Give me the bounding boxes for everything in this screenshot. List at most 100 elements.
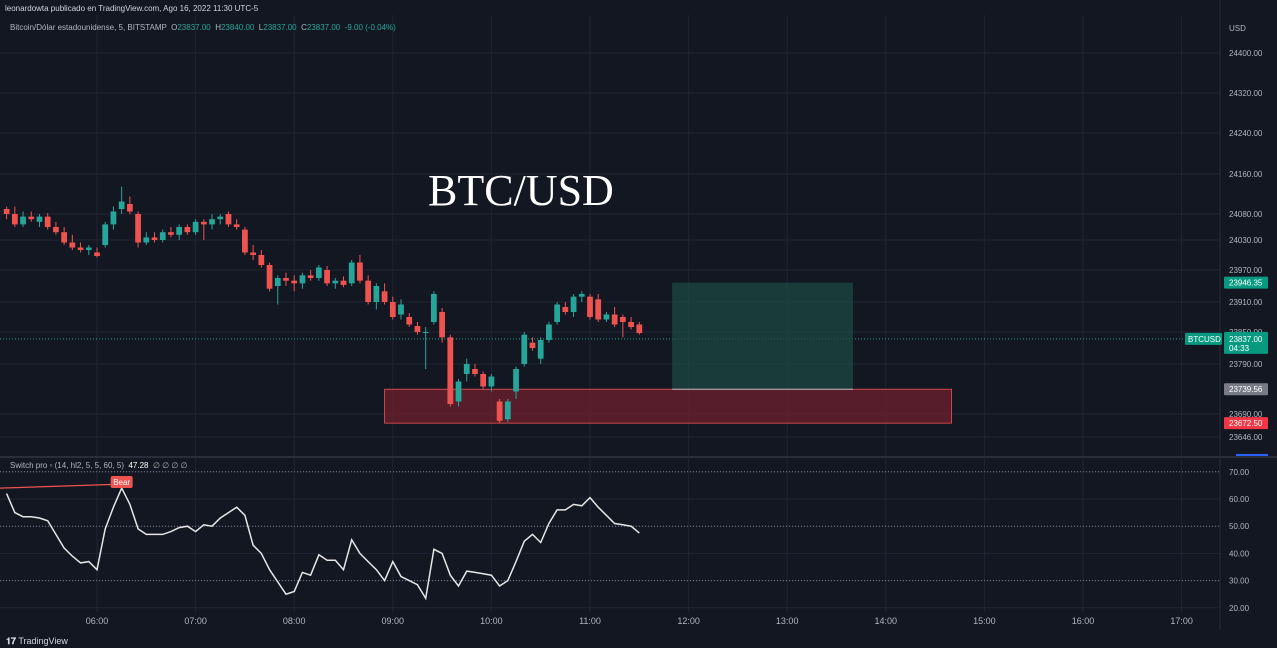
candle-body <box>554 304 561 322</box>
time-tick-label: 13:00 <box>776 616 799 626</box>
candle-body <box>537 340 544 359</box>
time-tick-label: 15:00 <box>973 616 996 626</box>
candle-body <box>529 342 536 348</box>
grid-lines <box>0 0 1277 630</box>
osc-tick-label: 60.00 <box>1229 495 1250 504</box>
candle-body <box>340 280 347 285</box>
candle-body <box>200 221 207 225</box>
brand-name: TradingView <box>18 636 68 646</box>
oscillator-name: Switch pro ▫ (14, hl2, 5, 5, 60, 5) <box>10 461 125 470</box>
price-tick-label: 24400.00 <box>1229 49 1263 58</box>
time-tick-label: 12:00 <box>677 616 700 626</box>
candle-body <box>496 401 503 421</box>
candle-body <box>324 270 330 284</box>
overlay-title: BTC/USD <box>428 166 614 215</box>
countdown-tag: 04:33 <box>1229 344 1250 353</box>
footer-branding: 𝟏𝟕 TradingView <box>6 636 68 647</box>
time-tick-label: 08:00 <box>283 616 306 626</box>
candle-body <box>422 332 429 333</box>
candle-body <box>315 267 322 278</box>
change-value: -9.00 (-0.04%) <box>344 23 396 32</box>
price-tick-label: 24320.00 <box>1229 89 1263 98</box>
candle-body <box>463 364 470 374</box>
time-tick-label: 11:00 <box>579 616 601 626</box>
candle-body <box>398 304 404 315</box>
target-price-tag-background <box>1224 276 1268 289</box>
candle-body <box>299 275 306 284</box>
bear-label: Bear <box>113 478 130 487</box>
osc-tick-label: 70.00 <box>1229 468 1250 477</box>
candle-body <box>365 280 372 302</box>
target-price-tag: 23946.35 <box>1229 279 1263 288</box>
candle-body <box>151 237 158 240</box>
candle-body <box>578 294 585 297</box>
time-tick-label: 17:00 <box>1170 616 1193 626</box>
time-tick-label: 16:00 <box>1072 616 1095 626</box>
candle-body <box>546 324 552 340</box>
candle-body <box>28 216 35 220</box>
candle-body <box>431 294 437 322</box>
candle-body <box>595 299 602 320</box>
symbol-legend[interactable]: Bitcoin/Dólar estadounidense, 5, BITSTAM… <box>10 23 396 32</box>
candle-body <box>291 280 298 284</box>
long-position-tool[interactable] <box>384 282 952 424</box>
candle-body <box>570 296 577 312</box>
time-tick-label: 10:00 <box>480 616 503 626</box>
candle-body <box>225 214 232 225</box>
oscillator-value: 47.28 <box>128 461 149 470</box>
candle-body <box>636 324 643 334</box>
candle-body <box>357 262 363 281</box>
osc-tick-label: 20.00 <box>1229 604 1250 613</box>
bear-divergence-line <box>0 483 122 489</box>
candle-body <box>77 247 84 250</box>
candle-body <box>587 296 593 317</box>
candle-body <box>258 255 265 265</box>
candle-body <box>233 224 240 227</box>
candle-body <box>94 252 100 256</box>
low-value: 23837.00 <box>263 23 297 32</box>
price-tick-label: 23970.00 <box>1229 266 1263 275</box>
candle-body <box>513 369 519 392</box>
candle-body <box>126 204 133 212</box>
stop-price-tag-background <box>1224 417 1268 430</box>
price-tick-label: 23790.00 <box>1229 360 1263 369</box>
candle-body <box>504 401 511 420</box>
last-price-tag-background <box>1224 331 1268 354</box>
candle-body <box>455 381 462 402</box>
symbol-tag-background <box>1185 332 1222 345</box>
candle-body <box>3 209 10 214</box>
price-tick-label: 24240.00 <box>1229 129 1263 138</box>
candle-body <box>274 278 281 286</box>
time-tick-label: 06:00 <box>86 616 109 626</box>
published-caption: leonardowta publicado en TradingView.com… <box>5 4 258 13</box>
candle-body <box>266 265 273 289</box>
stop-price-tag: 23672.50 <box>1229 419 1263 428</box>
candle-body <box>184 227 191 233</box>
high-label: H <box>215 23 221 32</box>
candle-body <box>11 214 18 225</box>
oscillator-legend[interactable]: Switch pro ▫ (14, hl2, 5, 5, 60, 5) 47.2… <box>10 461 188 470</box>
candlestick-series <box>3 186 643 424</box>
candle-body <box>242 229 248 253</box>
candle-body <box>521 334 528 364</box>
osc-tick-label: 30.00 <box>1229 577 1250 586</box>
oscillator-series: Bear <box>0 476 640 601</box>
symbol-name: Bitcoin/Dólar estadounidense, 5, BITSTAM… <box>10 23 167 32</box>
candle-body <box>176 227 183 235</box>
osc-tick-label: 50.00 <box>1229 522 1250 531</box>
candle-body <box>209 219 215 225</box>
stop-zone <box>384 388 952 424</box>
candle-body <box>118 201 125 209</box>
candle-body <box>283 278 289 281</box>
open-value: 23837.00 <box>177 23 211 32</box>
candle-body <box>562 307 569 312</box>
candle-body <box>603 314 610 320</box>
candle-body <box>389 302 396 317</box>
candle-body <box>447 337 454 404</box>
currency-label: USD <box>1229 24 1246 33</box>
candle-body <box>69 242 76 248</box>
candle-body <box>192 221 199 233</box>
time-axis[interactable]: 06:00 07:00 08:00 09:00 10:00 11:00 12:00 13:00… <box>86 616 1193 626</box>
